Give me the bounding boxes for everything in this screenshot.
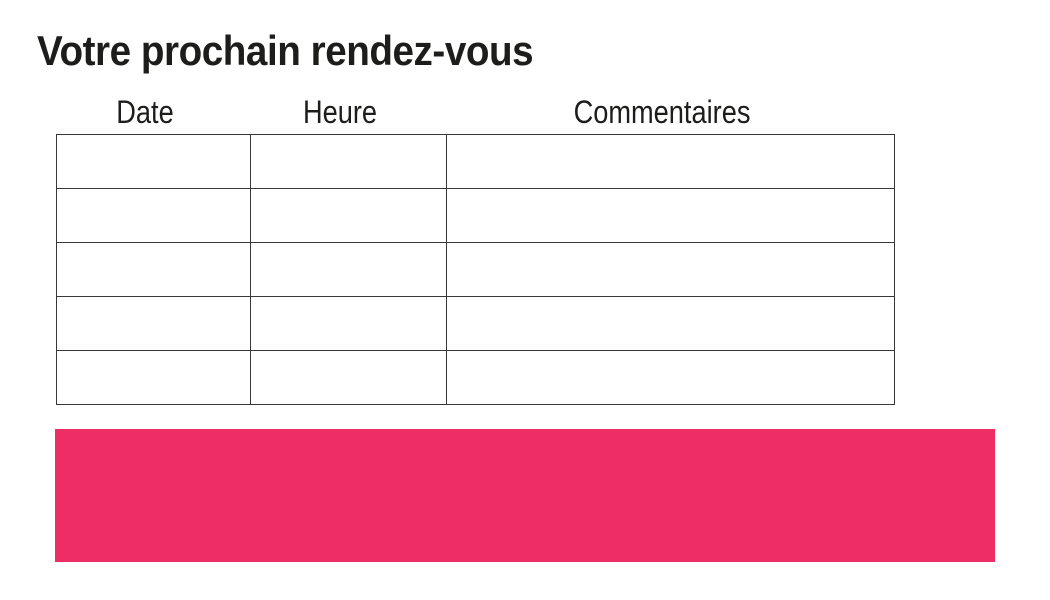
column-header-heure: Heure [302,94,378,130]
table-cell-heure [250,350,447,405]
table-row [56,188,895,243]
table-cell-date [56,350,251,405]
page-title: Votre prochain rendez-vous [37,27,534,74]
table-row [56,242,895,297]
table-cell-date [56,242,251,297]
table-cell-commentaires [446,188,895,243]
table-cell-date [56,134,251,189]
column-header-commentaires: Commentaires [573,94,751,130]
table-cell-date [56,188,251,243]
appointments-table-body [56,134,895,405]
pink-banner [55,429,995,562]
table-cell-commentaires [446,296,895,351]
table-cell-commentaires [446,242,895,297]
table-cell-heure [250,188,447,243]
table-row [56,134,895,189]
table-cell-commentaires [446,350,895,405]
table-row [56,296,895,351]
table-cell-heure [250,134,447,189]
table-cell-heure [250,242,447,297]
table-row [56,350,895,405]
table-column-headers: Date Heure Commentaires [48,94,886,130]
table-cell-date [56,296,251,351]
appointments-table [56,134,895,405]
column-header-date: Date [116,94,174,130]
table-cell-heure [250,296,447,351]
table-cell-commentaires [446,134,895,189]
